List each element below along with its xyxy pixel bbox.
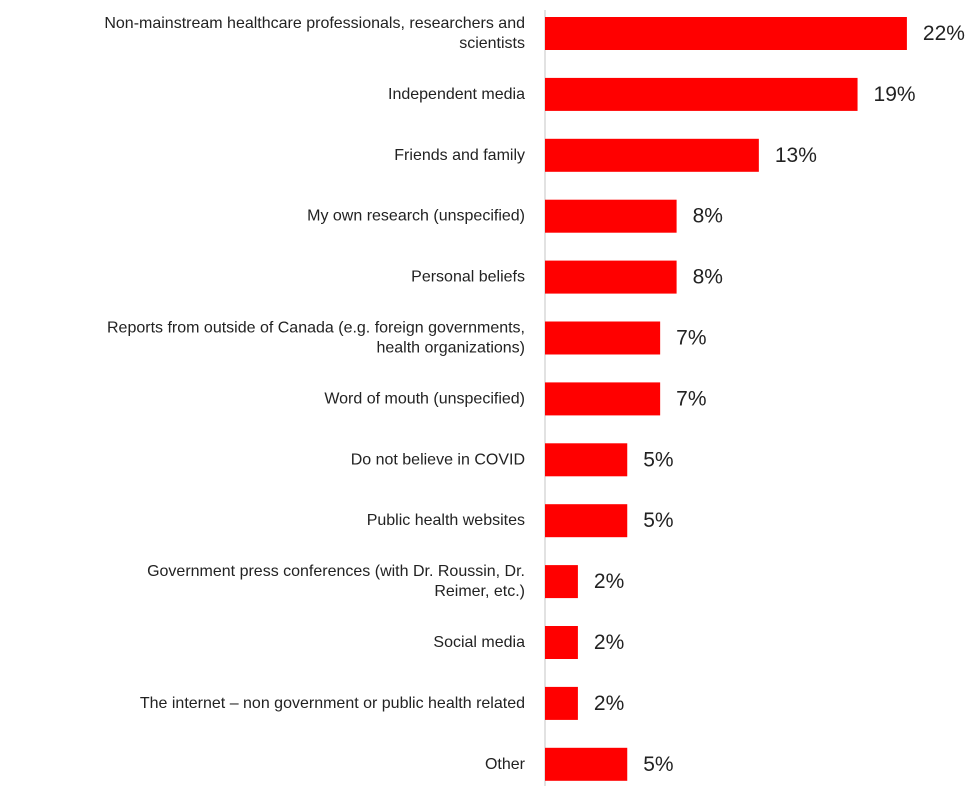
data-label: 8% [693, 205, 723, 228]
category-label: scientists [459, 35, 525, 52]
category-label: Independent media [388, 86, 525, 103]
category-label: Social media [433, 634, 525, 651]
bar [545, 199, 677, 233]
category-label: Non-mainstream healthcare professionals,… [104, 15, 525, 32]
data-label: 2% [594, 631, 624, 654]
data-label: 5% [643, 448, 673, 471]
bar [545, 382, 661, 416]
bar [545, 260, 677, 294]
bar [545, 626, 578, 659]
bar [545, 17, 907, 50]
category-label: Other [485, 756, 526, 773]
category-label: Do not believe in COVID [351, 451, 525, 468]
bar [545, 747, 628, 781]
category-label: Reports from outside of Canada (e.g. for… [107, 320, 525, 337]
chart-marks: 22% Non-mainstream healthcare professiona… [104, 15, 965, 781]
data-label: 5% [643, 753, 673, 776]
data-label: 19% [874, 83, 916, 106]
category-label: The internet – non government or public … [140, 695, 525, 712]
bar [545, 138, 759, 172]
data-label: 13% [775, 144, 817, 167]
bar [545, 504, 628, 538]
data-label: 2% [594, 570, 624, 593]
category-label: Public health websites [367, 512, 525, 529]
category-label: Personal beliefs [411, 269, 525, 286]
category-label: Friends and family [394, 147, 525, 164]
category-label: health organizations) [376, 340, 525, 357]
bar [545, 565, 578, 599]
bar [545, 443, 628, 477]
bar [545, 77, 858, 111]
category-label: Word of mouth (unspecified) [324, 390, 525, 407]
data-label: 22% [923, 22, 965, 45]
data-label: 7% [676, 387, 706, 410]
data-label: 5% [643, 509, 673, 532]
data-label: 7% [676, 327, 706, 350]
data-label: 2% [594, 692, 624, 715]
category-label: My own research (unspecified) [307, 208, 525, 225]
bar [545, 321, 661, 355]
bar [545, 686, 578, 720]
category-label: Government press conferences (with Dr. R… [147, 563, 525, 580]
category-label: Reimer, etc.) [434, 583, 525, 600]
data-label: 8% [693, 266, 723, 289]
